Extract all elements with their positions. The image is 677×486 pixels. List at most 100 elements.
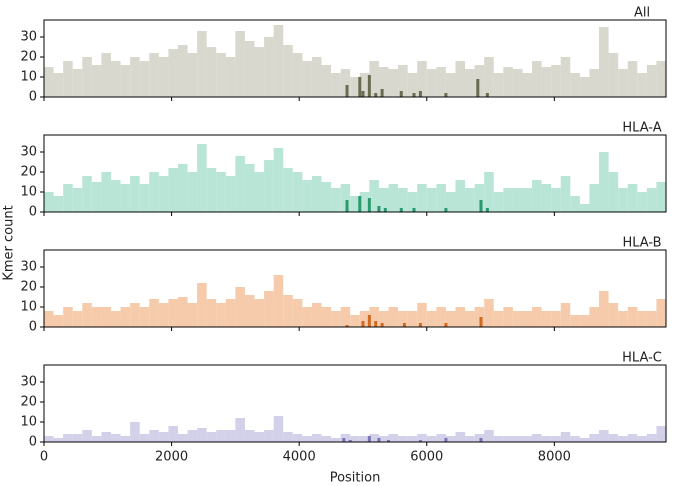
x-tick-label: 0 <box>40 450 48 465</box>
bar <box>311 303 322 327</box>
bar <box>292 172 303 212</box>
bar <box>455 307 466 327</box>
highlight-bar <box>380 323 384 327</box>
bar <box>551 188 561 212</box>
bar <box>321 65 332 97</box>
bar <box>426 69 437 97</box>
bar <box>254 432 265 442</box>
bar <box>44 311 54 327</box>
bar <box>599 27 609 97</box>
bar <box>158 57 169 97</box>
bar <box>398 436 408 442</box>
highlight-bar <box>345 325 349 327</box>
highlight-bar <box>383 208 387 212</box>
bar <box>512 436 523 442</box>
bar <box>63 307 73 327</box>
panel-title: HLA-A <box>622 121 661 136</box>
bar <box>522 311 533 327</box>
bar <box>637 192 647 212</box>
x-tick-label: 4000 <box>283 450 316 465</box>
bar <box>426 436 437 442</box>
bar <box>283 168 293 212</box>
plot-frame <box>43 364 667 443</box>
bar <box>120 436 131 442</box>
highlight-bar <box>345 85 349 97</box>
bar <box>560 176 571 212</box>
highlight-bar <box>412 208 416 212</box>
bar <box>177 434 188 442</box>
bar <box>532 307 542 327</box>
bar <box>63 434 73 442</box>
bar <box>465 188 475 212</box>
bar <box>110 434 121 442</box>
bar <box>244 164 255 212</box>
bar <box>139 61 150 97</box>
bar <box>637 73 647 97</box>
highlight-bar <box>444 93 448 97</box>
bar <box>369 61 379 97</box>
panel-title: HLA-C <box>622 351 662 366</box>
highlight-bar <box>358 77 362 97</box>
bar <box>359 192 370 212</box>
bar <box>187 303 198 327</box>
bar <box>656 426 666 442</box>
bar <box>110 311 121 327</box>
bar <box>44 67 54 97</box>
bar <box>551 311 561 327</box>
highlight-bar <box>345 200 349 212</box>
bar <box>197 428 207 442</box>
bar <box>570 73 580 97</box>
y-tick-label: 20 <box>20 280 37 295</box>
bar <box>388 184 399 212</box>
bar <box>311 434 322 442</box>
highlight-bar <box>377 438 381 442</box>
bar <box>551 65 561 97</box>
bar <box>579 315 590 327</box>
bar <box>646 65 657 97</box>
bar <box>570 315 580 327</box>
bar <box>398 65 408 97</box>
bar <box>503 436 513 442</box>
bar <box>91 182 102 212</box>
bar <box>378 436 389 442</box>
bar <box>465 311 475 327</box>
bar <box>378 311 389 327</box>
bar <box>44 192 54 212</box>
y-tick-label: 20 <box>20 395 37 410</box>
bar <box>264 37 274 97</box>
bar <box>474 307 485 327</box>
bar <box>484 57 494 97</box>
bar <box>627 184 638 212</box>
bar <box>532 180 542 212</box>
bar <box>503 188 513 212</box>
bar <box>618 436 628 442</box>
bar <box>599 291 609 327</box>
highlight-bar <box>444 208 448 212</box>
bar <box>608 434 619 442</box>
bar <box>532 61 542 97</box>
bar <box>187 53 198 97</box>
bar <box>235 418 245 442</box>
y-tick-label: 20 <box>20 165 37 180</box>
bar <box>168 49 178 97</box>
bar <box>637 311 647 327</box>
highlight-bar <box>412 93 416 97</box>
bar <box>388 434 399 442</box>
bar <box>340 184 351 212</box>
bar <box>91 307 102 327</box>
bar <box>91 65 102 97</box>
bar <box>177 45 188 97</box>
highlight-bar <box>418 440 422 442</box>
highlight-bar <box>485 93 489 97</box>
bar <box>158 432 169 442</box>
y-tick-label: 10 <box>20 185 37 200</box>
y-tick-label: 30 <box>20 375 37 390</box>
y-tick-label: 30 <box>20 260 37 275</box>
highlight-bar <box>361 91 365 97</box>
bar <box>130 303 140 327</box>
x-tick-label: 6000 <box>410 450 443 465</box>
bar <box>340 69 351 97</box>
bar <box>541 436 552 442</box>
bar <box>53 315 64 327</box>
bar <box>331 188 341 212</box>
